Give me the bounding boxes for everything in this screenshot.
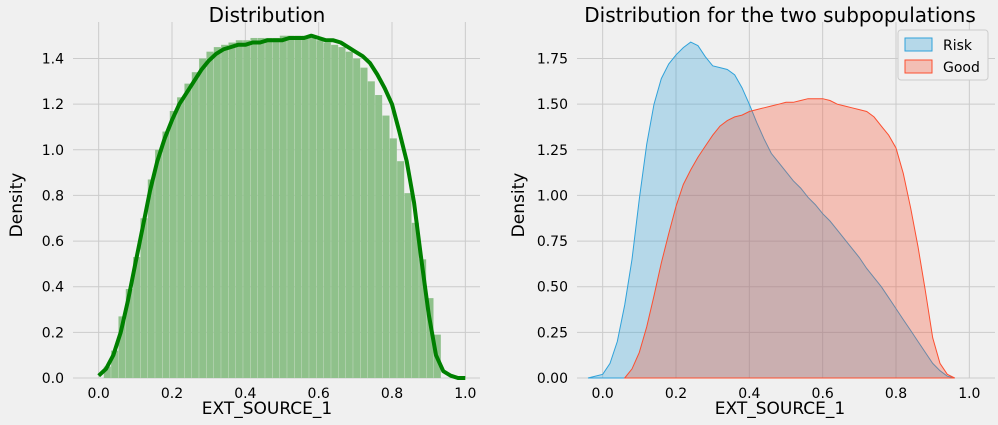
series-area-risk	[587, 41, 955, 379]
histogram-bar	[316, 40, 324, 378]
kde-line	[97, 33, 466, 380]
histogram-bar	[367, 81, 375, 378]
right-ytick-label: 0.50	[537, 280, 568, 296]
histogram-bar	[404, 193, 412, 378]
left-ytick-label: 1.4	[42, 52, 64, 68]
left-xtick-label: 0.8	[381, 386, 403, 402]
right-xtick-label: 0.4	[738, 386, 760, 402]
right-xtick-label: 0.2	[665, 386, 687, 402]
left-ytick-label: 1.0	[42, 143, 64, 159]
left-xtick-label: 0.2	[161, 386, 183, 402]
left-ytick-label: 0.2	[42, 325, 64, 341]
ticks-right: 0.0 0.2 0.4 0.6 0.8 1.0 0.00 0.25 0.50 0.75 1.00 1.…	[537, 52, 981, 402]
histogram-bar	[294, 35, 302, 378]
histogram-bar	[323, 42, 331, 379]
series-area-good	[623, 98, 955, 379]
histogram-bar	[309, 37, 317, 378]
histogram-bar	[265, 37, 273, 378]
histogram-bar	[221, 44, 229, 378]
histogram-bar	[147, 179, 155, 378]
y-axis-label-right: Density	[509, 173, 529, 238]
histogram-bar	[426, 298, 434, 378]
left-ytick-label: 1.2	[42, 97, 64, 113]
histogram-bar	[140, 218, 148, 378]
left-xtick-label: 0.4	[234, 386, 256, 402]
histogram-bar	[287, 35, 295, 378]
histogram-bar	[213, 47, 221, 378]
legend-swatch-risk	[904, 37, 933, 52]
histogram-bar	[382, 115, 390, 379]
histogram-bars	[103, 35, 441, 379]
legend: Risk Good	[897, 29, 989, 81]
left-ytick-label: 0.4	[42, 280, 64, 296]
histogram-bar	[103, 366, 111, 378]
right-ytick-label: 1.75	[537, 52, 568, 68]
histogram-bar	[125, 289, 133, 378]
legend-box	[897, 29, 989, 81]
left-xtick-label: 0.6	[308, 386, 330, 402]
histogram-bar	[389, 138, 397, 378]
histogram-bar	[331, 44, 339, 378]
kde-areas	[587, 41, 955, 379]
histogram-bar	[301, 35, 309, 378]
histogram-bar	[235, 40, 243, 378]
histogram-bar	[360, 67, 368, 379]
right-ytick-label: 1.00	[537, 188, 568, 204]
histogram-bar	[111, 350, 119, 378]
histogram-bar	[133, 257, 141, 378]
histogram-bar	[206, 51, 214, 379]
chart-subpopulations: 0.0 0.2 0.4 0.6 0.8 1.0 0.00 0.25 0.50 0.75 1.00 1.…	[509, 3, 995, 419]
legend-label-good: Good	[943, 60, 980, 76]
legend-label-risk: Risk	[943, 38, 973, 54]
histogram-bar	[162, 131, 170, 378]
right-xtick-label: 0.8	[885, 386, 907, 402]
right-ytick-label: 0.25	[537, 325, 568, 341]
left-xtick-label: 1.0	[454, 386, 476, 402]
histogram-bar	[272, 37, 280, 378]
right-xtick-label: 0.0	[592, 386, 614, 402]
histogram-bar	[338, 47, 346, 378]
histogram-bar	[184, 83, 192, 378]
histogram-bar	[257, 37, 265, 378]
histogram-bar	[191, 72, 199, 378]
chart-distribution: 0.0 0.2 0.4 0.6 0.8 1.0 0.0 0.2 0.4 0.6 0.8 1.0 1.2 1…	[7, 3, 480, 419]
grid-right	[577, 22, 995, 379]
histogram-bar	[199, 58, 207, 379]
right-ytick-label: 0.00	[537, 371, 568, 387]
histogram-bar	[169, 111, 177, 378]
histogram-bar	[353, 58, 361, 379]
right-xtick-label: 0.6	[812, 386, 834, 402]
left-ytick-label: 0.8	[42, 188, 64, 204]
right-ytick-label: 1.25	[537, 143, 568, 159]
chart-title-right: Distribution for the two subpopulations	[584, 3, 976, 27]
histogram-bar	[411, 222, 419, 378]
histogram-bar	[279, 35, 287, 378]
x-axis-label-right: EXT_SOURCE_1	[715, 399, 845, 419]
right-xtick-label: 1.0	[958, 386, 980, 402]
ticks-left: 0.0 0.2 0.4 0.6 0.8 1.0 0.0 0.2 0.4 0.6 0.8 1.0 1.2 1…	[42, 52, 477, 402]
histogram-bar	[243, 40, 251, 378]
chart-title-left: Distribution	[209, 3, 326, 27]
left-ytick-label: 0.6	[42, 234, 64, 250]
histogram-bar	[155, 149, 163, 378]
histogram-bar	[397, 161, 405, 378]
plot-area-right	[577, 22, 995, 378]
y-axis-label-left: Density	[7, 173, 27, 238]
histogram-bar	[228, 42, 236, 379]
left-xtick-label: 0.0	[88, 386, 110, 402]
x-axis-label-left: EXT_SOURCE_1	[202, 399, 332, 419]
histogram-bar	[118, 316, 126, 378]
histogram-bar	[345, 51, 353, 379]
histogram-bar	[419, 259, 427, 378]
histogram-bar	[375, 95, 383, 379]
legend-swatch-good	[904, 59, 933, 74]
left-ytick-label: 0.0	[42, 371, 64, 387]
right-ytick-label: 0.75	[537, 234, 568, 250]
right-ytick-label: 1.50	[537, 97, 568, 113]
histogram-bar	[177, 97, 185, 379]
histogram-bar	[250, 37, 258, 378]
